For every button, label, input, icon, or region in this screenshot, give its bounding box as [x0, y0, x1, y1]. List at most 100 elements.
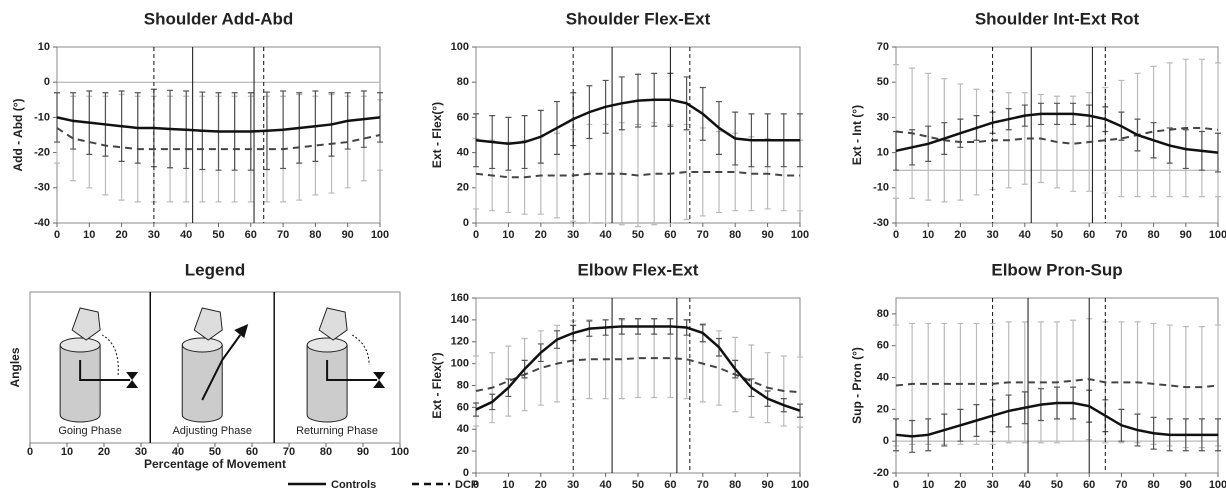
y-axis-label: Ext - Flex(°) — [430, 352, 444, 418]
error-bar — [1198, 58, 1205, 198]
x-tick-label: 40 — [172, 446, 184, 458]
error-bar — [973, 88, 980, 196]
x-tick-label: 40 — [180, 229, 192, 241]
x-tick-label: 20 — [954, 229, 966, 241]
y-tick-label: 70 — [877, 41, 889, 53]
x-tick-label: 10 — [502, 479, 514, 491]
x-tick-label: 50 — [1051, 479, 1063, 491]
motion-arrow — [351, 334, 370, 366]
x-tick-label: 100 — [791, 229, 809, 241]
x-tick-label: 40 — [1019, 479, 1031, 491]
x-tick-label: 70 — [697, 229, 709, 241]
x-tick-label: 60 — [1083, 229, 1095, 241]
x-tick-label: 10 — [922, 479, 934, 491]
x-tick-label: 30 — [986, 229, 998, 241]
phase-label: Adjusting Phase — [172, 425, 252, 437]
hand — [234, 324, 249, 338]
y-tick-label: 120 — [451, 336, 469, 348]
x-tick-label: 0 — [54, 229, 60, 241]
x-tick-label: 50 — [632, 229, 644, 241]
x-tick-label: 30 — [567, 229, 579, 241]
x-axis-label: Percentage of Movement — [144, 457, 286, 471]
y-tick-label: 140 — [451, 314, 469, 326]
x-tick-label: 40 — [599, 229, 611, 241]
x-tick-label: 80 — [309, 229, 321, 241]
x-tick-label: 20 — [535, 479, 547, 491]
x-tick-label: 80 — [729, 229, 741, 241]
error-bar — [893, 418, 899, 452]
x-tick-label: 20 — [954, 479, 966, 491]
y-tick-label: 30 — [877, 111, 889, 123]
x-tick-label: 30 — [567, 479, 579, 491]
y-tick-label: 60 — [457, 401, 469, 413]
x-tick-label: 60 — [1083, 479, 1095, 491]
x-tick-label: 40 — [1019, 229, 1031, 241]
x-tick-label: 70 — [697, 479, 709, 491]
mean-line — [895, 126, 1219, 145]
head — [193, 307, 223, 341]
x-tick-label: 0 — [473, 229, 479, 241]
head — [318, 307, 348, 341]
x-tick-label: 50 — [632, 479, 644, 491]
mean-line — [475, 98, 800, 146]
x-tick-label: 70 — [283, 446, 295, 458]
cylinder — [306, 345, 348, 423]
y-tick-label: -40 — [34, 217, 50, 229]
x-tick-label: 100 — [1209, 229, 1226, 241]
y-tick-label: 60 — [457, 111, 469, 123]
mean-line — [895, 378, 1219, 389]
y-tick-label: -10 — [34, 111, 50, 123]
x-tick-label: 70 — [1115, 479, 1127, 491]
arm — [326, 360, 378, 381]
y-axis-label: Ext - Int (°) — [850, 105, 864, 165]
chart-title: Elbow Pron-Sup — [991, 260, 1122, 279]
y-tick-label: 80 — [877, 308, 889, 320]
y-tick-label: 60 — [877, 340, 889, 352]
mean-line — [56, 116, 381, 133]
x-tick-label: 10 — [83, 229, 95, 241]
arm — [201, 334, 242, 401]
x-tick-label: 30 — [135, 446, 147, 458]
cylinder-top — [306, 337, 348, 353]
y-axis-label: Sup - Pron (°) — [850, 347, 864, 424]
error-bar — [1070, 319, 1077, 442]
y-tick-label: 0 — [44, 76, 50, 88]
chart-title: Shoulder Add-Abd — [144, 9, 294, 28]
cylinder — [181, 345, 223, 423]
phase-icon — [181, 307, 249, 423]
cylinder-top — [181, 337, 223, 353]
x-tick-label: 40 — [599, 479, 611, 491]
x-tick-label: 90 — [1180, 479, 1192, 491]
y-tick-label: 160 — [451, 292, 469, 304]
cylinder — [59, 345, 101, 423]
x-tick-label: 10 — [61, 446, 73, 458]
x-tick-label: 80 — [729, 479, 741, 491]
x-tick-label: 50 — [209, 446, 221, 458]
x-tick-label: 20 — [98, 446, 110, 458]
y-tick-label: -10 — [873, 182, 889, 194]
x-tick-label: 100 — [391, 446, 409, 458]
x-tick-label: 90 — [357, 446, 369, 458]
x-tick-label: 80 — [1147, 479, 1159, 491]
y-tick-label: 20 — [457, 445, 469, 457]
x-tick-label: 80 — [1147, 229, 1159, 241]
mean-line — [475, 357, 801, 394]
mean-line — [895, 401, 1218, 438]
x-tick-label: 90 — [342, 229, 354, 241]
cylinder-top — [59, 337, 101, 353]
y-tick-label: 40 — [457, 423, 469, 435]
x-tick-label: 60 — [246, 446, 258, 458]
y-tick-label: 0 — [463, 467, 469, 479]
x-tick-label: 50 — [1051, 229, 1063, 241]
x-tick-label: 0 — [893, 479, 899, 491]
x-tick-label: 0 — [893, 229, 899, 241]
x-tick-label: 80 — [320, 446, 332, 458]
y-axis-label: Ext - Flex(°) — [430, 102, 444, 168]
phase-label: Going Phase — [58, 425, 122, 437]
x-tick-label: 70 — [1115, 229, 1127, 241]
error-bar — [537, 330, 544, 406]
chart-title: Shoulder Int-Ext Rot — [975, 9, 1140, 28]
chart-title: Elbow Flex-Ext — [578, 260, 699, 279]
legend-label: Controls — [331, 479, 376, 491]
